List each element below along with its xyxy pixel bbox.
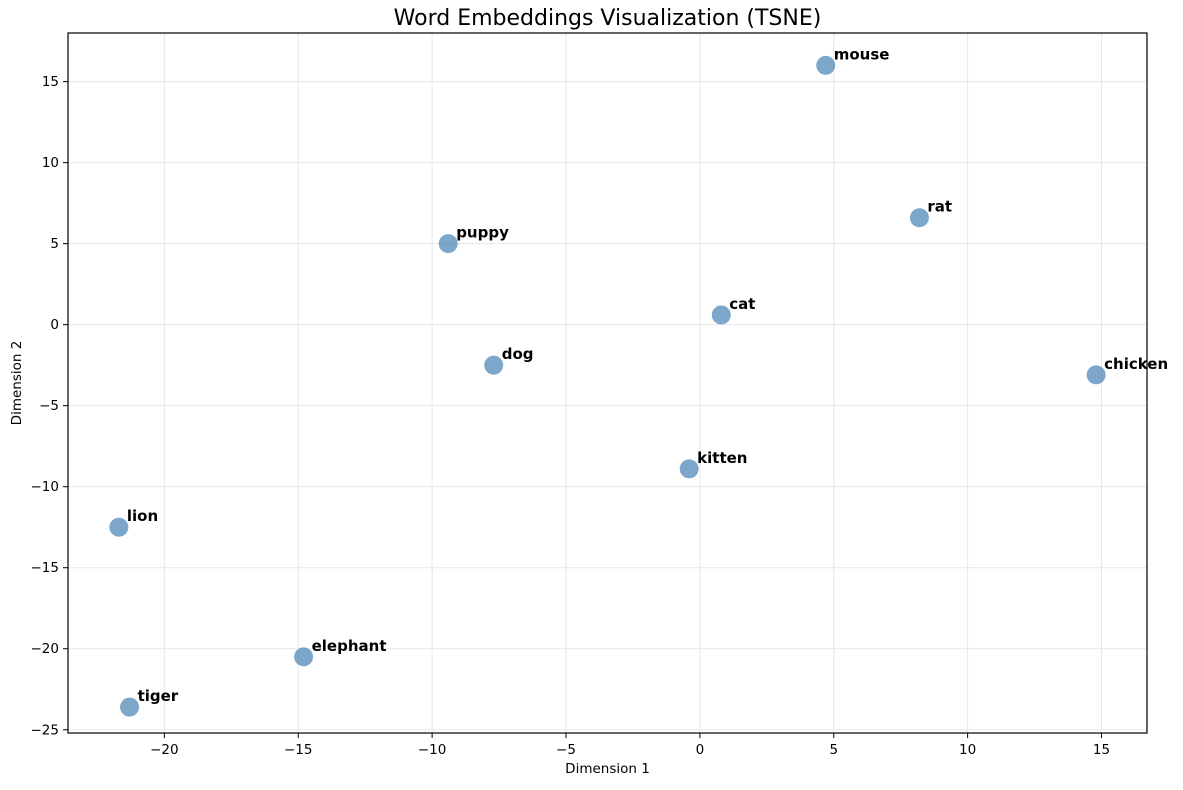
data-point-elephant — [294, 647, 314, 667]
data-point-mouse — [816, 55, 836, 75]
data-point-cat — [711, 305, 731, 325]
point-label-cat: cat — [729, 295, 755, 313]
y-tick-label: 15 — [42, 74, 59, 90]
data-point-puppy — [438, 234, 458, 254]
y-tick-label: −10 — [31, 479, 60, 495]
y-tick-label: 10 — [42, 155, 59, 171]
point-label-mouse: mouse — [834, 45, 890, 63]
chart-title: Word Embeddings Visualization (TSNE) — [393, 6, 822, 31]
y-tick-label: −15 — [31, 560, 60, 576]
point-label-dog: dog — [502, 345, 534, 363]
data-point-dog — [484, 355, 504, 375]
x-tick-label: −10 — [418, 742, 447, 758]
point-label-puppy: puppy — [456, 224, 509, 242]
y-tick-label: −20 — [31, 641, 60, 657]
x-tick-label: 10 — [959, 742, 976, 758]
x-axis-label: Dimension 1 — [565, 761, 650, 777]
x-tick-label: −15 — [284, 742, 313, 758]
data-point-tiger — [120, 697, 140, 717]
data-point-kitten — [679, 459, 699, 479]
x-tick-label: −20 — [150, 742, 179, 758]
y-tick-label: 5 — [50, 236, 59, 252]
data-point-lion — [109, 517, 129, 537]
point-label-chicken: chicken — [1104, 355, 1168, 373]
x-tick-label: 5 — [829, 742, 838, 758]
y-axis-label-text: Dimension 2 — [9, 340, 25, 426]
x-tick-label: −5 — [556, 742, 576, 758]
y-tick-label: −5 — [39, 398, 59, 414]
x-tick-label: 15 — [1093, 742, 1110, 758]
plot-border — [67, 32, 1148, 734]
data-point-rat — [909, 208, 929, 228]
point-label-lion: lion — [127, 507, 158, 525]
point-label-elephant: elephant — [312, 637, 387, 655]
y-tick-label: −25 — [31, 722, 60, 738]
y-tick-label: 0 — [50, 317, 59, 333]
point-label-tiger: tiger — [138, 687, 179, 705]
data-point-chicken — [1086, 365, 1106, 385]
x-tick-label: 0 — [696, 742, 705, 758]
point-label-kitten: kitten — [697, 449, 747, 467]
point-label-rat: rat — [927, 198, 952, 216]
